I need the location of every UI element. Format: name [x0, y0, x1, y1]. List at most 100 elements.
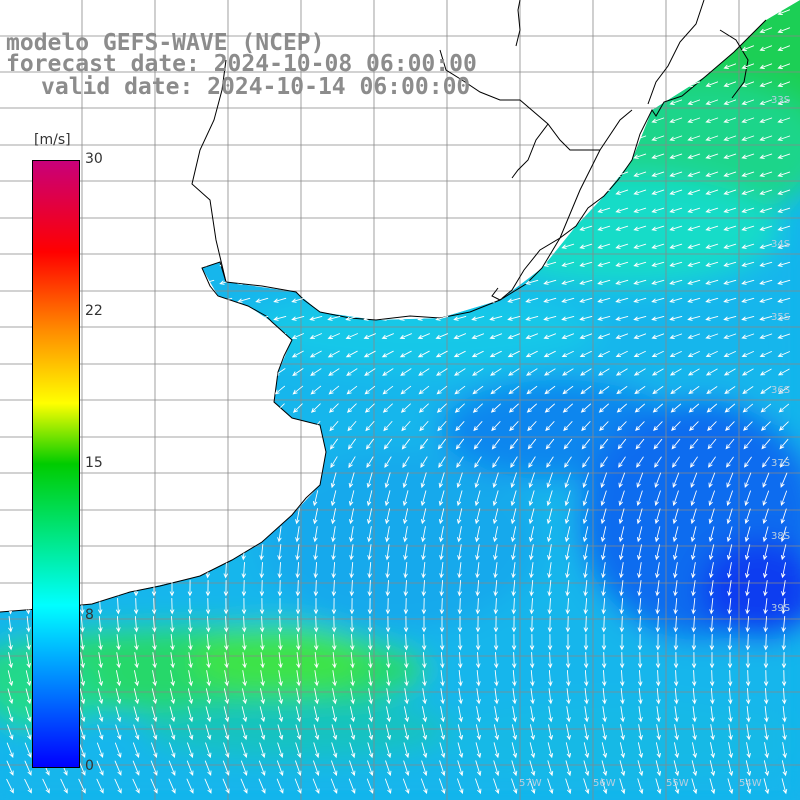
wind-arrow	[687, 153, 701, 159]
wind-arrow	[291, 297, 305, 303]
wind-arrow	[312, 490, 319, 507]
wind-arrow	[313, 508, 318, 525]
wind-arrow	[399, 333, 412, 339]
wind-arrow	[744, 490, 751, 507]
wind-arrow	[493, 562, 498, 579]
wind-arrow	[490, 368, 502, 376]
wind-arrow	[25, 670, 32, 687]
wind-arrow	[295, 562, 300, 579]
wind-arrow	[548, 652, 553, 669]
wind-arrow	[403, 544, 408, 561]
wind-arrow	[579, 261, 593, 267]
wind-arrow	[241, 724, 248, 741]
wind-arrow	[404, 652, 409, 669]
wind-arrow	[782, 706, 787, 723]
wind-arrow	[638, 706, 643, 723]
wind-arrow	[529, 580, 534, 597]
wind-arrow	[726, 490, 733, 507]
wind-arrow	[673, 580, 678, 597]
wind-arrow	[509, 421, 519, 432]
wind-arrow	[80, 634, 85, 651]
wind-arrow	[277, 724, 284, 741]
wind-arrow	[475, 616, 481, 633]
wind-arrow	[385, 724, 392, 741]
wind-arrow	[507, 297, 521, 303]
wind-arrow	[763, 634, 769, 651]
wind-arrow	[727, 562, 732, 579]
wind-arrow	[510, 490, 517, 507]
wind-arrow	[687, 243, 701, 249]
wind-arrow	[723, 315, 737, 321]
wind-arrow	[583, 544, 588, 561]
wind-arrow	[565, 760, 572, 777]
wind-arrow	[633, 225, 647, 231]
wind-arrow	[760, 403, 772, 413]
wind-arrow	[745, 580, 750, 597]
lat-label-37s: 37S	[771, 458, 791, 469]
wind-arrow	[96, 778, 104, 794]
wind-arrow	[327, 333, 340, 339]
wind-arrow	[402, 778, 410, 794]
wind-arrow	[637, 598, 642, 615]
wind-arrow	[420, 508, 427, 525]
wind-arrow	[705, 243, 719, 249]
wind-arrow	[600, 490, 607, 507]
wind-arrow	[781, 598, 786, 615]
wind-arrow	[151, 688, 158, 705]
colorbar-tick-30: 30	[85, 151, 103, 167]
wind-arrow	[436, 368, 448, 376]
wind-arrow	[546, 508, 553, 525]
wind-arrow	[669, 279, 683, 285]
wind-arrow	[744, 544, 751, 561]
wind-arrow	[633, 207, 647, 213]
wind-arrow	[741, 368, 754, 376]
wind-arrow	[725, 438, 735, 450]
wind-arrow	[471, 350, 484, 358]
wind-arrow	[763, 598, 768, 615]
wind-arrow	[403, 742, 410, 759]
wind-arrow	[601, 580, 606, 597]
wind-arrow	[80, 652, 85, 669]
wind-arrow	[764, 724, 769, 741]
wind-arrow	[475, 742, 482, 759]
wind-arrow	[296, 652, 301, 669]
wind-arrow	[422, 652, 427, 669]
wind-arrow	[705, 135, 719, 141]
wind-arrow	[24, 778, 32, 794]
wind-arrow	[133, 688, 140, 705]
wind-arrow	[476, 652, 481, 669]
wind-arrow	[529, 742, 536, 759]
wind-arrow	[743, 421, 753, 431]
wind-arrow	[314, 670, 319, 687]
wind-arrow	[705, 368, 718, 376]
wind-arrow	[367, 580, 372, 597]
wind-arrow	[597, 243, 611, 249]
wind-arrow	[672, 490, 679, 507]
wind-arrow	[759, 63, 773, 69]
wind-arrow	[759, 153, 773, 159]
wind-arrow	[620, 706, 625, 723]
wind-arrow	[579, 225, 593, 231]
wind-arrow	[619, 580, 624, 597]
wind-arrow	[709, 760, 716, 777]
wind-arrow	[328, 403, 339, 413]
wind-arrow	[563, 438, 573, 450]
wind-arrow	[472, 385, 484, 395]
wind-arrow	[511, 742, 518, 759]
wind-arrow	[78, 778, 86, 794]
wind-arrow	[691, 562, 696, 579]
wind-arrow	[566, 670, 571, 687]
wind-arrow	[547, 562, 552, 579]
wind-arrow	[669, 243, 683, 249]
wind-arrow	[759, 99, 773, 105]
wind-arrow	[295, 760, 302, 777]
wind-arrow	[602, 706, 607, 723]
wind-arrow	[313, 706, 320, 723]
wind-arrow	[97, 706, 104, 723]
wind-arrow	[778, 386, 790, 394]
wind-arrow	[692, 688, 697, 705]
wind-arrow	[385, 526, 390, 543]
wind-arrow	[525, 350, 538, 358]
wind-arrow	[475, 724, 481, 741]
wind-arrow	[474, 490, 481, 507]
